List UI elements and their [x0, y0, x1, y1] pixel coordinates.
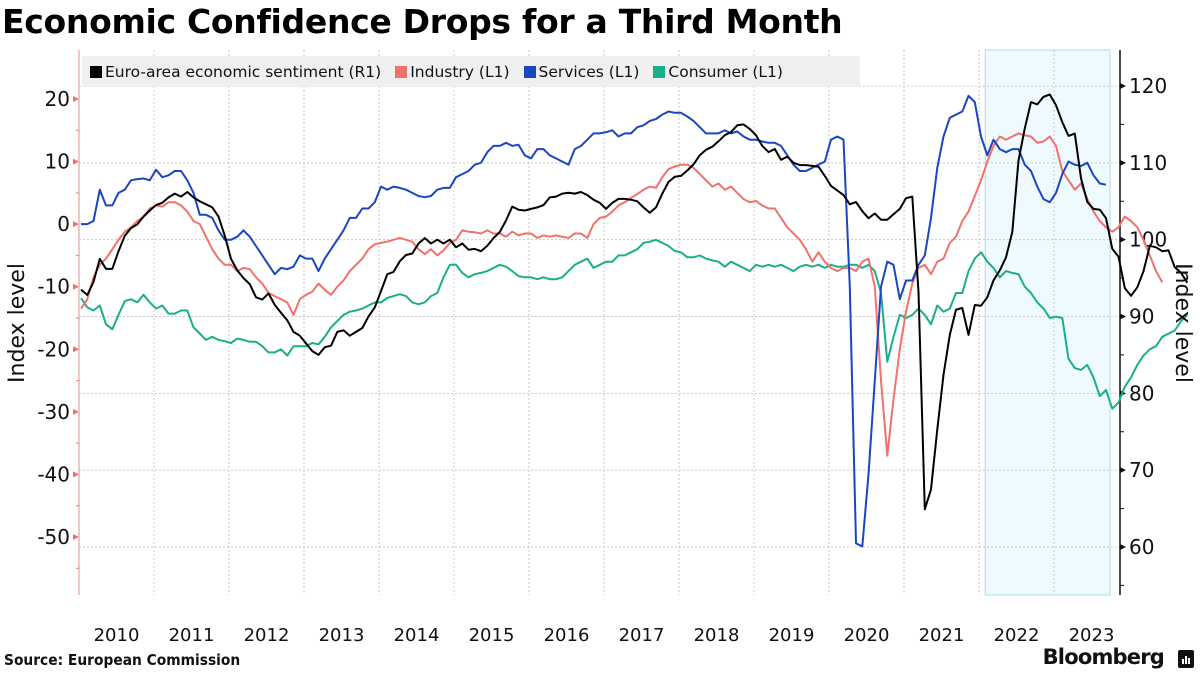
x-tick-label: 2021	[919, 625, 965, 646]
x-tick-label: 2011	[169, 625, 215, 646]
right-tick-marker	[1120, 159, 1126, 166]
right-tick-label: 90	[1129, 305, 1154, 329]
left-tick-marker	[73, 534, 79, 540]
left-tick-label: -20	[37, 337, 70, 361]
right-tick-label: 80	[1129, 381, 1154, 405]
legend-label: Euro-area economic sentiment (R1)	[105, 62, 382, 81]
left-tick-label: -50	[37, 525, 70, 549]
right-tick-label: 70	[1129, 458, 1154, 482]
x-tick-label: 2019	[769, 625, 815, 646]
left-axis-title: Index level	[5, 263, 30, 383]
right-tick-marker	[1120, 544, 1126, 550]
left-tick-marker	[73, 408, 79, 415]
legend-item-services[interactable]: Services (L1)	[523, 62, 640, 81]
left-tick-label: -30	[37, 400, 70, 424]
series-line-services	[81, 94, 1107, 548]
right-axis-title: Index level	[1170, 263, 1195, 383]
x-tick-label: 2023	[1069, 625, 1115, 646]
right-tick-marker	[1120, 313, 1126, 320]
shaded-region	[984, 49, 1111, 596]
right-axis: 120 110 100 90 80 70 60	[1119, 50, 1167, 595]
legend-swatch-sentiment	[90, 65, 102, 78]
legend-swatch-services	[523, 65, 536, 78]
gridlines	[79, 50, 1120, 595]
bloomberg-logo: Bloomberg	[1042, 645, 1165, 669]
right-tick-label: 100	[1129, 228, 1167, 252]
x-tick-label: 2013	[319, 625, 365, 646]
legend-label: Industry (L1)	[410, 62, 510, 81]
series-line-euroarea	[80, 93, 1189, 511]
x-tick-label: 2016	[544, 625, 590, 646]
legend-swatch-industry	[395, 65, 408, 78]
right-tick-label: 60	[1129, 535, 1154, 559]
x-tick-label: 2010	[94, 625, 140, 646]
legend: Euro-area economic sentiment (R1) Indust…	[82, 56, 860, 87]
left-tick-marker	[73, 346, 79, 353]
right-tick-marker	[1120, 83, 1126, 89]
left-tick-marker	[73, 283, 79, 290]
series-line-industry	[80, 132, 1164, 457]
left-tick-marker	[73, 96, 79, 102]
x-tick-label: 2015	[469, 625, 515, 646]
chart-title: Economic Confidence Drops for a Third Mo…	[2, 2, 843, 41]
x-tick-label: 2012	[244, 625, 290, 646]
series-line-consumer	[80, 238, 1189, 410]
x-axis: 2010 2011 2012 2013 2014 2015 2016 2017 2018 2019…	[94, 625, 1115, 646]
bloomberg-terminal-icon	[1178, 650, 1194, 668]
left-tick-label: 10	[45, 150, 70, 174]
series-lines	[80, 93, 1189, 548]
legend-swatch-consumer	[653, 65, 666, 78]
legend-item-consumer[interactable]: Consumer (L1)	[653, 63, 783, 81]
left-tick-label: 0	[57, 212, 70, 236]
legend-label: Consumer (L1)	[668, 62, 783, 81]
x-tick-label: 2022	[994, 625, 1040, 646]
legend-label: Services (L1)	[538, 62, 640, 81]
right-tick-label: 120	[1129, 74, 1167, 98]
x-tick-label: 2018	[694, 625, 740, 646]
left-tick-marker	[73, 221, 79, 228]
legend-item-sentiment[interactable]: Euro-area economic sentiment (R1)	[90, 63, 381, 81]
x-tick-label: 2020	[844, 625, 890, 646]
right-tick-marker	[1120, 236, 1126, 243]
x-tick-label: 2014	[394, 625, 440, 646]
x-tick-label: 2017	[619, 625, 665, 646]
left-tick-marker	[73, 158, 79, 165]
left-tick-label: -40	[37, 462, 70, 486]
left-axis: 20 10 0 -10 -20 -30 -40 -50	[37, 50, 80, 595]
left-tick-label: -10	[37, 275, 70, 299]
right-tick-marker	[1120, 467, 1126, 474]
right-tick-label: 110	[1129, 151, 1167, 175]
legend-item-industry[interactable]: Industry (L1)	[395, 62, 510, 81]
left-tick-label: 20	[45, 87, 70, 111]
source-note: Source: European Commission	[4, 651, 241, 669]
left-tick-marker	[73, 471, 79, 478]
